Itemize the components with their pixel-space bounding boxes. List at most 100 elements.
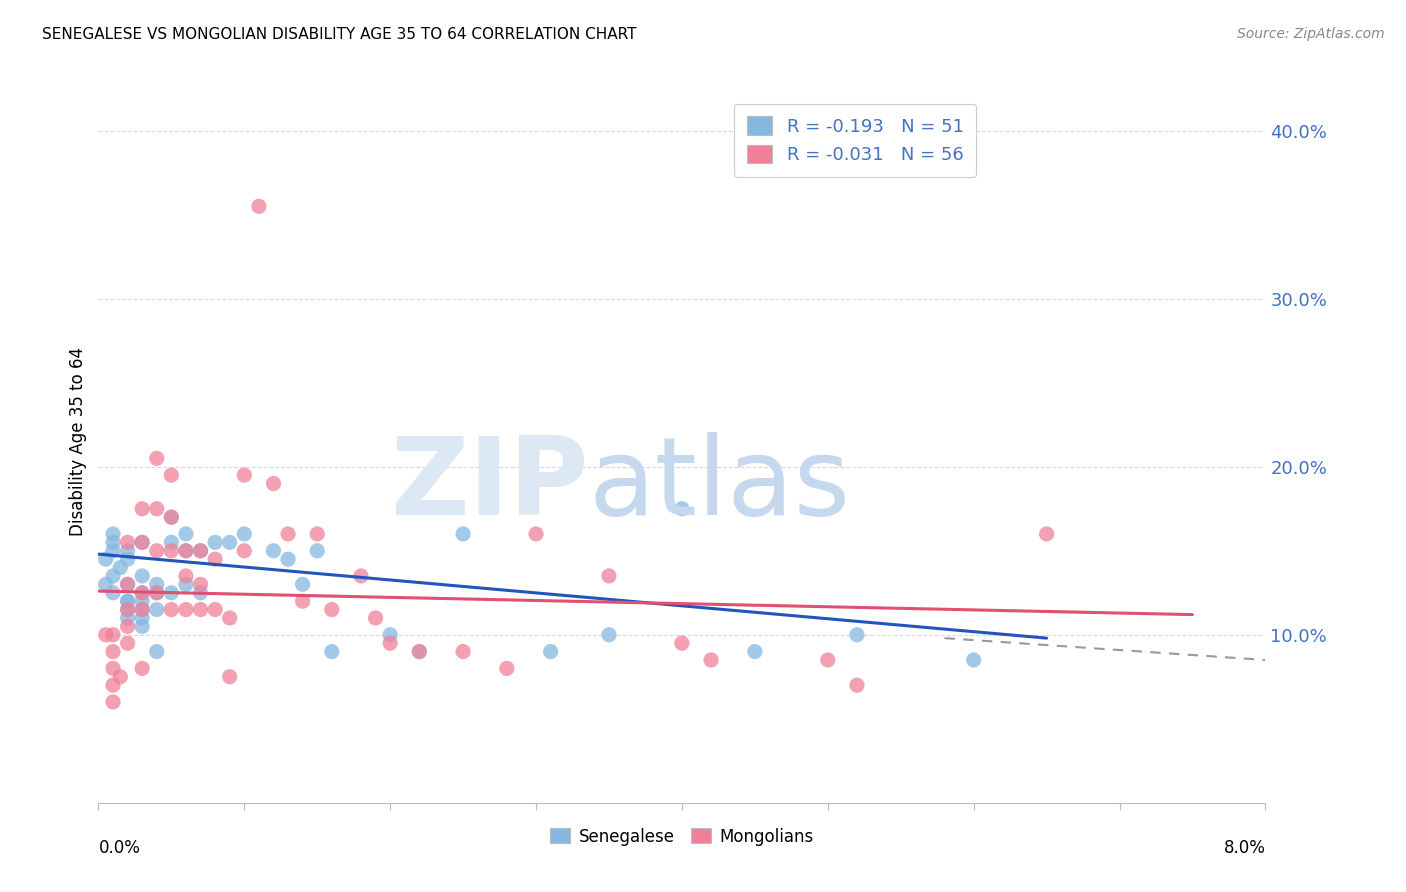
Point <box>218 611 240 625</box>
Point <box>845 628 868 642</box>
Point <box>218 670 240 684</box>
Point <box>277 552 299 566</box>
Point <box>174 527 197 541</box>
Point <box>146 577 169 591</box>
Point <box>117 636 139 650</box>
Point <box>101 661 124 675</box>
Point <box>174 543 197 558</box>
Point <box>117 577 139 591</box>
Point <box>598 569 620 583</box>
Point <box>174 569 197 583</box>
Point <box>307 543 329 558</box>
Point <box>190 543 212 558</box>
Point <box>1035 527 1057 541</box>
Point <box>190 586 212 600</box>
Point <box>131 535 153 549</box>
Point <box>110 670 132 684</box>
Text: 0.0%: 0.0% <box>98 838 141 857</box>
Point <box>247 199 270 213</box>
Point <box>131 619 153 633</box>
Point <box>117 535 139 549</box>
Point <box>131 661 153 675</box>
Point <box>671 501 693 516</box>
Point <box>146 586 169 600</box>
Point <box>817 653 839 667</box>
Point <box>101 527 124 541</box>
Point <box>131 602 153 616</box>
Point <box>496 661 519 675</box>
Point <box>146 644 169 658</box>
Point <box>218 535 240 549</box>
Point <box>101 644 124 658</box>
Text: atlas: atlas <box>589 432 851 538</box>
Point <box>101 569 124 583</box>
Point <box>262 543 284 558</box>
Point <box>146 543 169 558</box>
Point <box>160 602 183 616</box>
Point <box>174 543 197 558</box>
Point <box>131 602 153 616</box>
Point <box>146 501 169 516</box>
Point <box>845 678 868 692</box>
Point <box>380 636 402 650</box>
Text: Source: ZipAtlas.com: Source: ZipAtlas.com <box>1237 27 1385 41</box>
Point <box>364 611 387 625</box>
Point <box>101 678 124 692</box>
Point <box>451 644 474 658</box>
Point <box>408 644 430 658</box>
Point <box>204 535 226 549</box>
Point <box>291 594 314 608</box>
Text: 8.0%: 8.0% <box>1223 838 1265 857</box>
Point <box>380 628 402 642</box>
Point <box>190 577 212 591</box>
Point <box>700 653 723 667</box>
Point <box>277 527 299 541</box>
Point <box>190 543 212 558</box>
Point <box>540 644 562 658</box>
Point <box>233 543 256 558</box>
Point <box>174 602 197 616</box>
Point <box>117 602 139 616</box>
Point <box>671 636 693 650</box>
Point <box>117 602 139 616</box>
Point <box>101 535 124 549</box>
Point <box>131 569 153 583</box>
Text: SENEGALESE VS MONGOLIAN DISABILITY AGE 35 TO 64 CORRELATION CHART: SENEGALESE VS MONGOLIAN DISABILITY AGE 3… <box>42 27 637 42</box>
Point <box>190 602 212 616</box>
Point <box>204 602 226 616</box>
Point <box>307 527 329 541</box>
Point <box>233 527 256 541</box>
Point <box>131 501 153 516</box>
Point <box>291 577 314 591</box>
Point <box>204 552 226 566</box>
Point <box>233 468 256 483</box>
Point <box>524 527 547 541</box>
Point <box>744 644 766 658</box>
Point <box>101 695 124 709</box>
Point <box>131 586 153 600</box>
Point <box>160 468 183 483</box>
Point <box>131 586 153 600</box>
Point <box>174 577 197 591</box>
Point <box>962 653 984 667</box>
Point <box>101 586 124 600</box>
Text: ZIP: ZIP <box>389 432 589 538</box>
Point <box>131 611 153 625</box>
Point <box>160 535 183 549</box>
Point <box>94 577 117 591</box>
Point <box>94 552 117 566</box>
Point <box>117 611 139 625</box>
Legend: Senegalese, Mongolians: Senegalese, Mongolians <box>544 821 820 852</box>
Point <box>146 602 169 616</box>
Point <box>262 476 284 491</box>
Point <box>117 594 139 608</box>
Point <box>101 628 124 642</box>
Point <box>131 594 153 608</box>
Point <box>146 451 169 466</box>
Point <box>160 510 183 524</box>
Point <box>146 586 169 600</box>
Point <box>160 586 183 600</box>
Point <box>117 619 139 633</box>
Point <box>110 560 132 574</box>
Point <box>131 535 153 549</box>
